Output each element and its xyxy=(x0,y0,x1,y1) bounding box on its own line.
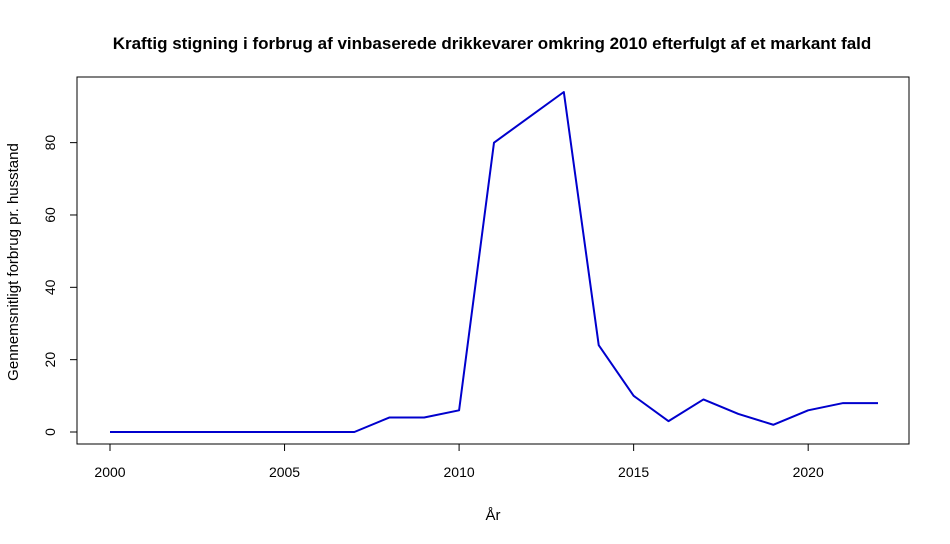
series-line xyxy=(110,91,878,433)
series-group xyxy=(109,91,879,433)
y-tick-label: 20 xyxy=(42,352,58,368)
x-tick-label: 2015 xyxy=(618,464,649,480)
y-axis: 0 20 40 60 80 xyxy=(42,135,78,436)
x-tick-label: 2020 xyxy=(793,464,824,480)
y-tick-label: 80 xyxy=(42,135,58,151)
plot-frame xyxy=(76,76,910,445)
x-tick-label: 2010 xyxy=(444,464,475,480)
x-tick-label: 2005 xyxy=(269,464,300,480)
x-axis-label: År xyxy=(486,507,501,524)
y-tick-label: 0 xyxy=(42,428,58,436)
y-tick-label: 60 xyxy=(42,207,58,223)
y-tick-label: 40 xyxy=(42,279,58,295)
x-axis: 2000 2005 2010 2015 2020 xyxy=(94,443,824,480)
y-axis-label: Gennemsnitligt forbrug pr. husstand xyxy=(5,143,22,381)
chart-title: Kraftig stigning i forbrug af vinbasered… xyxy=(113,34,872,53)
x-tick-label: 2000 xyxy=(94,464,125,480)
